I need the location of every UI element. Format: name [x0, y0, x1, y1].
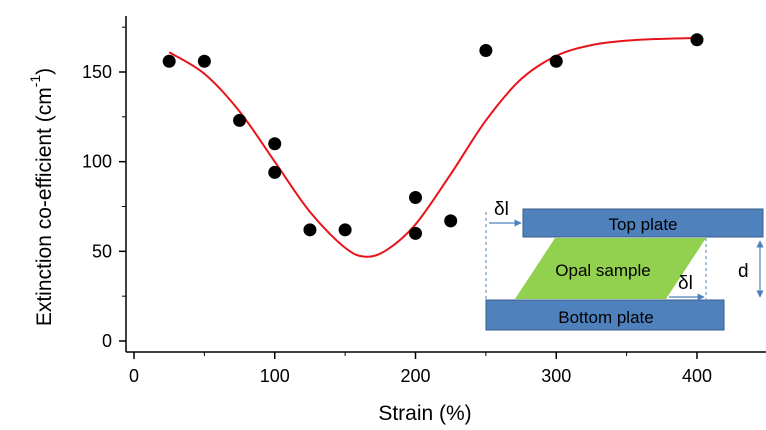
- data-point: [162, 54, 176, 68]
- y-axis-title-main: Extinction co-efficient (cm: [33, 87, 56, 326]
- data-points-layer: [162, 33, 704, 240]
- y-axis-title-superscript: -1: [27, 75, 43, 88]
- data-point: [409, 226, 422, 240]
- x-axis-ticks: 0 100 200 300 400: [129, 352, 712, 386]
- x-tick-label: 400: [682, 366, 712, 386]
- x-tick-label: 100: [260, 366, 290, 386]
- bottom-plate: [485, 299, 725, 331]
- fit-curve: [168, 36, 698, 258]
- bottom-plate-label: Bottom plate: [558, 308, 653, 327]
- x-tick-label: 200: [400, 366, 430, 386]
- x-tick-label: 300: [541, 366, 571, 386]
- y-tick-label: 0: [102, 331, 112, 351]
- data-point: [268, 165, 282, 179]
- data-point: [409, 191, 422, 205]
- data-point: [268, 137, 282, 151]
- data-point: [549, 54, 563, 68]
- y-tick-label: 100: [82, 152, 112, 172]
- y-axis-ticks: 0 50 100 150: [82, 26, 126, 351]
- data-point: [233, 113, 247, 127]
- data-point: [479, 43, 493, 57]
- data-point: [303, 223, 317, 237]
- gap-label: d: [738, 261, 749, 282]
- top-plate-label: Top plate: [609, 215, 678, 234]
- data-point: [444, 214, 458, 228]
- opal-sample-label: Opal sample: [555, 261, 650, 280]
- top-plate: [522, 208, 764, 238]
- data-point: [690, 33, 704, 47]
- y-tick-label: 50: [92, 241, 112, 261]
- bottom-shift-label: δl: [678, 273, 693, 294]
- data-point: [338, 223, 352, 237]
- x-tick-label: 0: [129, 366, 139, 386]
- fit-curve-layer: [168, 36, 698, 258]
- top-shift-label: δl: [494, 199, 509, 220]
- y-axis-title-close: ): [33, 68, 56, 75]
- opal-sample-shape: [515, 238, 706, 299]
- y-tick-label: 150: [82, 62, 112, 82]
- inset-schematic: Top plate Opal sample Bottom plate δl δl…: [485, 199, 764, 331]
- x-axis-title: Strain (%): [378, 402, 471, 425]
- y-axis-title: Extinction co-efficient (cm-1): [27, 68, 56, 326]
- data-point: [197, 54, 211, 68]
